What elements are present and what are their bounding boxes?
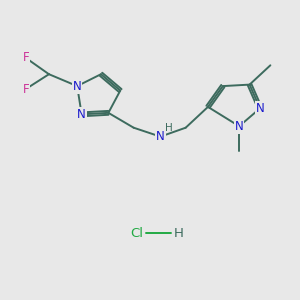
Text: N: N	[256, 102, 264, 115]
Text: N: N	[77, 108, 86, 121]
Text: H: H	[166, 123, 173, 133]
Text: F: F	[22, 82, 29, 96]
Text: F: F	[22, 51, 29, 64]
Text: N: N	[235, 120, 244, 133]
Text: Cl: Cl	[130, 227, 143, 240]
Text: N: N	[73, 80, 82, 93]
Text: N: N	[156, 130, 165, 143]
Text: H: H	[173, 227, 183, 240]
